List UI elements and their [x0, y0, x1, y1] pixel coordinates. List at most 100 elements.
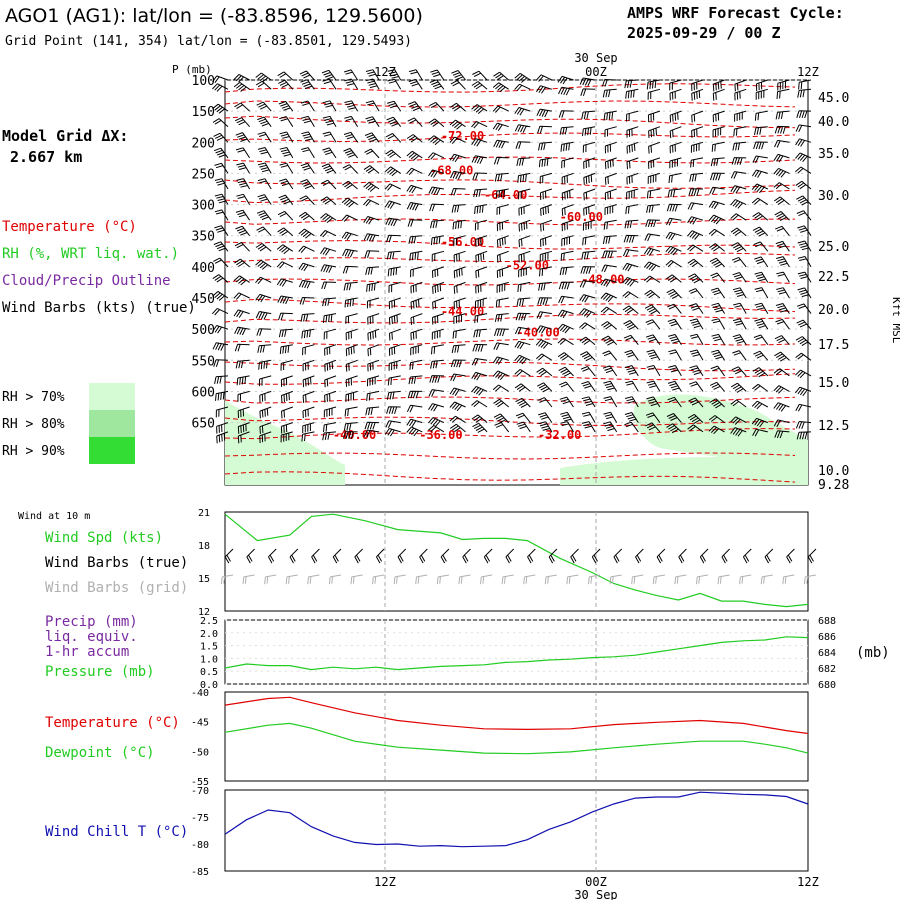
wind-barb-450-27 — [797, 287, 812, 299]
wind-barb-250-20 — [647, 172, 661, 184]
wind-barb-425-18 — [600, 278, 617, 287]
wind-barb-525-13 — [493, 342, 509, 351]
wind-barb-665-1 — [237, 431, 250, 444]
wind-barb-100-8 — [387, 69, 402, 81]
wind-barb-665-17 — [581, 421, 596, 433]
dewpoint-line — [224, 722, 809, 755]
wind-barb-650-8 — [385, 420, 401, 429]
legend-wind-barbs: Wind Barbs (kts) (true) — [2, 300, 196, 316]
wind-barb-150-26 — [775, 110, 790, 120]
wind-barb-225-9 — [406, 150, 423, 161]
wind-barb-100-11 — [451, 70, 466, 81]
wind-barb-525-26 — [774, 335, 790, 346]
wind-barb-650-24 — [730, 416, 747, 425]
contour-label-11: -36.00 — [419, 428, 462, 442]
wind-barb-500-27 — [796, 319, 812, 330]
wind-barb-665-16 — [560, 421, 574, 433]
height-tick-11: 10.0 — [818, 464, 849, 479]
wind-barb-550-11 — [450, 359, 466, 368]
wind-barb-225-7 — [364, 148, 380, 159]
wind-barb-525-24 — [732, 334, 747, 345]
wind-barb-625-24 — [730, 399, 747, 408]
wind-barb-450-8 — [388, 297, 401, 310]
pressure-tick-200: 200 — [192, 136, 215, 151]
wind-barb-275-14 — [518, 188, 531, 200]
wind-barb-100-20 — [646, 79, 660, 90]
windchill-panel: -85 -80 -75 -70 — [191, 786, 809, 878]
wind-barb-600-0 — [215, 390, 229, 401]
rh-box-label-3: RH > 90% — [2, 444, 65, 459]
wind-barb-275-4 — [300, 179, 315, 190]
wind-barb-575-25 — [752, 367, 769, 378]
wind-barb-100-10 — [430, 69, 445, 81]
height-tick-12: 9.28 — [818, 478, 849, 493]
wind-barb-true-8 — [397, 548, 407, 564]
temp-contour-8 — [224, 218, 795, 226]
wind-barb-300-4 — [299, 195, 315, 205]
wind-barb-225-19 — [626, 157, 639, 170]
wind-ytick-15: 15 — [198, 574, 210, 585]
wind-barb-100-7 — [365, 69, 380, 81]
wind-barb-350-24 — [730, 227, 747, 237]
wind-barb-525-1 — [234, 343, 250, 352]
wind-barb-300-10 — [429, 203, 444, 212]
wind-barb-150-0 — [212, 103, 229, 114]
pressure-tick-350: 350 — [192, 230, 215, 245]
wind-barb-250-0 — [214, 162, 229, 174]
wind-barb-450-25 — [754, 287, 769, 299]
legend-accum: 1-hr accum — [45, 644, 129, 660]
wind-barb-450-1 — [233, 292, 250, 300]
wind-barb-650-17 — [581, 411, 596, 423]
wind-barb-600-26 — [773, 385, 790, 394]
wind-barb-550-9 — [409, 359, 423, 370]
wind-barb-425-5 — [321, 281, 337, 290]
wind-barb-625-20 — [646, 396, 661, 408]
wind-barb-200-1 — [235, 132, 251, 143]
temp-contour-16 — [224, 373, 796, 385]
temp-contour-5 — [224, 156, 796, 164]
wind-barb-true-25 — [764, 548, 774, 564]
wind-barb-665-4 — [301, 431, 315, 442]
rh-legend: RH > 70% RH > 80% RH > 90% — [2, 383, 135, 464]
wind-barb-525-22 — [689, 333, 704, 345]
wind-barb-200-9 — [406, 134, 423, 143]
wind-barb-665-25 — [752, 428, 768, 437]
wind-barb-175-4 — [301, 115, 315, 127]
wind-barb-450-4 — [299, 297, 315, 305]
wind-barb-425-20 — [643, 275, 661, 283]
wind-barb-225-4 — [301, 147, 315, 159]
wind-barb-350-5 — [319, 230, 337, 238]
wind-barb-175-11 — [449, 119, 466, 130]
wind10m-label: Wind at 10 m — [18, 511, 90, 522]
wind-barb-550-3 — [280, 359, 293, 371]
wind-barb-650-27 — [795, 421, 812, 429]
wind-barb-200-14 — [515, 141, 531, 149]
wind-barb-600-1 — [237, 390, 250, 402]
wind-barb-375-27 — [797, 240, 812, 252]
wind-barb-575-27 — [795, 369, 812, 379]
wind-barb-250-19 — [626, 172, 639, 185]
wind-barb-600-22 — [689, 381, 704, 392]
wind-barb-525-16 — [557, 337, 574, 346]
wind-barb-100-19 — [624, 79, 639, 89]
wind-barb-grid-15 — [544, 574, 557, 585]
wind-barb-550-26 — [774, 351, 790, 362]
wind-barb-550-17 — [580, 351, 596, 362]
wind-barb-665-13 — [494, 422, 510, 433]
wind-barb-175-14 — [514, 124, 531, 133]
wind-barb-200-24 — [732, 141, 747, 151]
wind-barb-600-13 — [492, 384, 509, 392]
wind-barb-115-14 — [514, 83, 531, 92]
wind-barb-true-20 — [656, 548, 666, 564]
wind-barb-200-2 — [257, 131, 272, 143]
precip-ytick-3: 1.5 — [200, 642, 218, 653]
wind-barb-100-18 — [601, 79, 617, 87]
temp-contour-14 — [224, 338, 796, 346]
wind-barb-275-11 — [450, 188, 466, 196]
pressure-panel: 0.0 0.5 1.01.5 2.0 2.5 680 682 684 686 688 — [200, 616, 836, 691]
wind-barb-true-15 — [548, 548, 558, 564]
wind-barb-525-4 — [302, 344, 315, 356]
wind-barb-150-22 — [691, 110, 704, 123]
wind-barb-100-0 — [212, 75, 229, 83]
wind-barb-525-3 — [279, 344, 293, 355]
